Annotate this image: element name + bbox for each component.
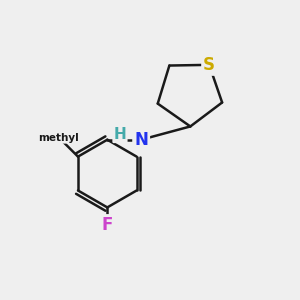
Text: F: F <box>102 216 113 234</box>
Text: methyl: methyl <box>38 133 79 143</box>
Text: S: S <box>203 56 215 74</box>
Text: H: H <box>114 127 126 142</box>
Text: N: N <box>134 131 148 149</box>
